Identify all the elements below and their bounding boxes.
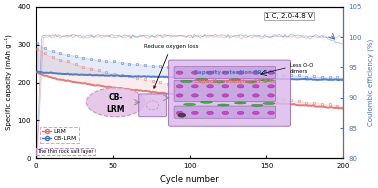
Circle shape xyxy=(176,111,183,114)
Circle shape xyxy=(207,71,214,74)
Circle shape xyxy=(207,85,214,88)
Legend: LRM, CB-LRM: LRM, CB-LRM xyxy=(40,127,79,143)
Ellipse shape xyxy=(213,81,225,83)
Circle shape xyxy=(253,111,259,114)
Circle shape xyxy=(222,94,229,97)
Circle shape xyxy=(268,94,274,97)
Circle shape xyxy=(222,111,229,114)
Text: LRM: LRM xyxy=(106,105,125,114)
Text: Capacity retention 57.3 %: Capacity retention 57.3 % xyxy=(194,79,275,84)
Circle shape xyxy=(222,85,229,88)
Ellipse shape xyxy=(196,79,208,80)
Circle shape xyxy=(268,71,274,74)
Ellipse shape xyxy=(181,80,192,83)
Text: CB-: CB- xyxy=(108,93,123,102)
Ellipse shape xyxy=(251,104,263,106)
Circle shape xyxy=(253,85,259,88)
Y-axis label: Specific capacity (mAh g⁻¹): Specific capacity (mAh g⁻¹) xyxy=(4,35,12,130)
Ellipse shape xyxy=(87,88,145,117)
Circle shape xyxy=(176,71,183,74)
Circle shape xyxy=(176,85,183,88)
Ellipse shape xyxy=(201,101,212,103)
Text: Reduce oxygen loss: Reduce oxygen loss xyxy=(144,44,198,88)
Circle shape xyxy=(178,113,186,117)
Circle shape xyxy=(253,71,259,74)
Text: Capacity retention 89.6 %: Capacity retention 89.6 % xyxy=(194,70,275,75)
Circle shape xyxy=(176,94,183,97)
Circle shape xyxy=(192,85,198,88)
FancyBboxPatch shape xyxy=(169,60,290,126)
Circle shape xyxy=(192,71,198,74)
Ellipse shape xyxy=(245,81,257,83)
FancyBboxPatch shape xyxy=(174,67,276,79)
Circle shape xyxy=(207,94,214,97)
Circle shape xyxy=(237,85,244,88)
Ellipse shape xyxy=(234,102,246,104)
Circle shape xyxy=(268,85,274,88)
X-axis label: Cycle number: Cycle number xyxy=(160,175,219,184)
Circle shape xyxy=(237,71,244,74)
Circle shape xyxy=(253,94,259,97)
Circle shape xyxy=(268,111,274,114)
Circle shape xyxy=(192,111,198,114)
Ellipse shape xyxy=(184,103,195,105)
Circle shape xyxy=(237,94,244,97)
Ellipse shape xyxy=(229,79,241,81)
Ellipse shape xyxy=(263,102,275,105)
Ellipse shape xyxy=(217,104,229,106)
Y-axis label: Coulombic efficiency (%): Coulombic efficiency (%) xyxy=(367,39,374,126)
FancyBboxPatch shape xyxy=(174,80,276,102)
Circle shape xyxy=(237,111,244,114)
Circle shape xyxy=(222,71,229,74)
FancyBboxPatch shape xyxy=(174,106,276,118)
Text: The thin rock salt layer: The thin rock salt layer xyxy=(37,149,94,154)
Text: 1 C, 2.0-4.8 V: 1 C, 2.0-4.8 V xyxy=(265,13,313,19)
Text: Less O-O
dimers: Less O-O dimers xyxy=(290,63,313,74)
FancyBboxPatch shape xyxy=(139,94,166,117)
Circle shape xyxy=(207,111,214,114)
Circle shape xyxy=(192,94,198,97)
Ellipse shape xyxy=(261,79,273,81)
